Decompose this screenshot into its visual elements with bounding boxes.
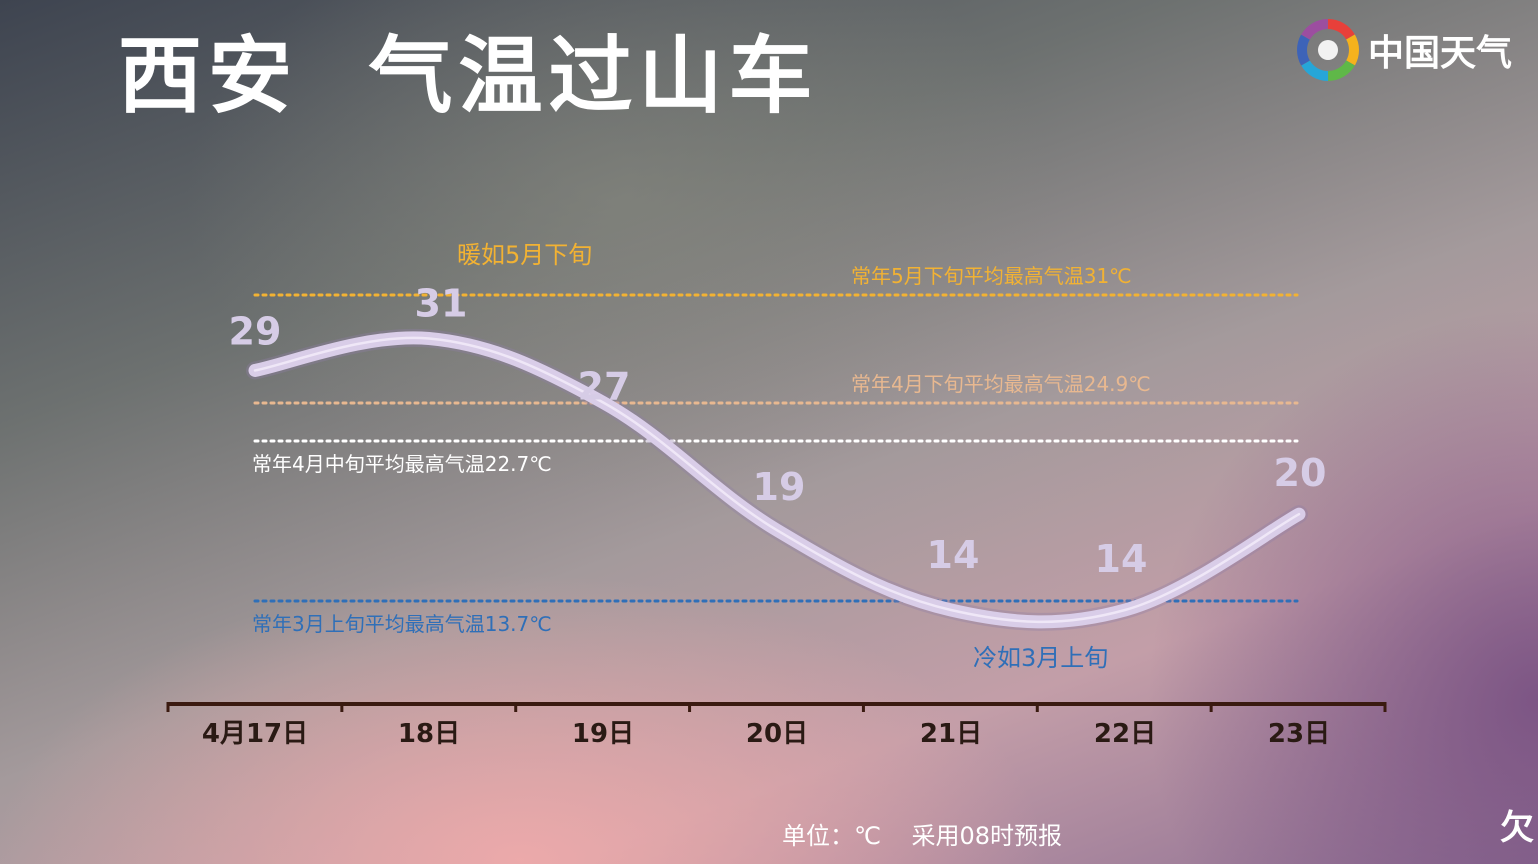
reference-line-label: 常年4月下旬平均最高气温24.9℃: [851, 372, 1151, 396]
data-label: 14: [1095, 537, 1148, 581]
x-axis: 4月17日 18日 19日 20日 21日 22日 23日: [166, 702, 1387, 749]
watermark: 欠: [1500, 808, 1534, 848]
x-tick-label: 19日: [572, 719, 634, 749]
x-tick-label: 21日: [920, 719, 982, 749]
logo-text: 中国天气: [1368, 33, 1513, 74]
data-label: 19: [753, 465, 806, 509]
reference-lines: 常年5月下旬平均最高气温31℃ 常年4月下旬平均最高气温24.9℃ 常年4月中旬平均…: [252, 264, 1299, 636]
x-tick-label: 18日: [398, 719, 460, 749]
forecast-note: 采用08时预报: [911, 822, 1063, 850]
footer: 单位：℃ 采用08时预报: [782, 816, 1062, 851]
unit-label: 单位：℃: [782, 822, 881, 850]
data-label: 29: [229, 309, 282, 353]
data-label: 14: [927, 533, 980, 577]
curve-highlight: [253, 336, 1301, 624]
value-labels: 29 31 27 19 14 14 20: [229, 282, 1327, 581]
reference-line-label: 常年5月下旬平均最高气温31℃: [851, 264, 1132, 288]
china-weather-logo-icon: [1297, 18, 1359, 81]
cold-annotation: 冷如3月上旬: [973, 644, 1108, 672]
temperature-curve: [246, 328, 1308, 631]
data-label: 20: [1274, 451, 1327, 495]
data-label: 27: [578, 364, 631, 408]
x-tick-label: 23日: [1268, 719, 1330, 749]
reference-line-label: 常年4月中旬平均最高气温22.7℃: [252, 452, 552, 476]
x-tick-label: 20日: [746, 719, 808, 749]
data-label: 31: [415, 282, 468, 326]
reference-line-label: 常年3月上旬平均最高气温13.7℃: [252, 612, 552, 636]
x-tick-label: 4月17日: [202, 719, 308, 749]
brand-logo: 中国天气: [1296, 18, 1512, 82]
page-title: 西安 气温过山车: [118, 27, 819, 125]
x-tick-label: 22日: [1094, 719, 1156, 749]
warm-annotation: 暖如5月下旬: [457, 241, 592, 269]
